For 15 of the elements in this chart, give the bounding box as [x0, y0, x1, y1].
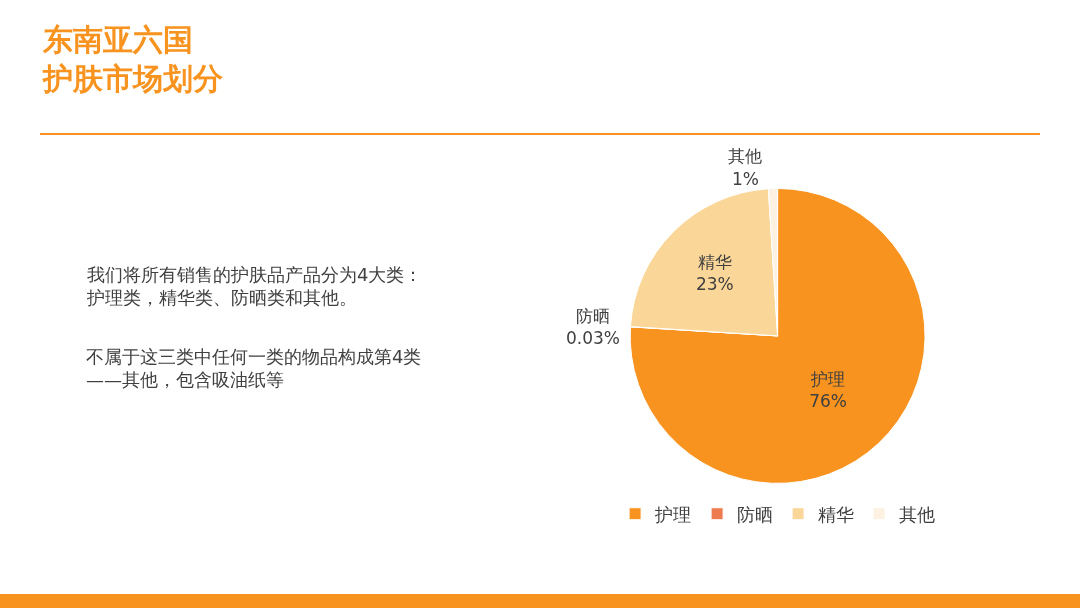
text: 不属于这三类中任何一类的物品构成第4类——其他，包含吸油纸等: [86, 346, 422, 391]
legend-label: 防晒: [737, 503, 774, 525]
data-label: 23%: [695, 274, 734, 295]
slice-label: 其他: [728, 146, 763, 167]
slice-label: 精华: [697, 252, 732, 273]
slice-label: 防晒: [575, 305, 610, 326]
text: 东南亚六国护肤市场划分: [42, 22, 223, 96]
text: 我们将所有销售的护肤品产品分为4大类：护理类，精华类、防晒类和其他。: [86, 264, 423, 309]
data-label: 1%: [731, 168, 759, 189]
data-label: 0.03%: [565, 327, 620, 348]
legend-label: 精华: [818, 503, 855, 525]
legend-label: 其他: [899, 503, 936, 525]
data-label: 76%: [809, 390, 847, 411]
slice-label: 护理: [810, 368, 846, 389]
legend-label: 护理: [654, 503, 692, 525]
